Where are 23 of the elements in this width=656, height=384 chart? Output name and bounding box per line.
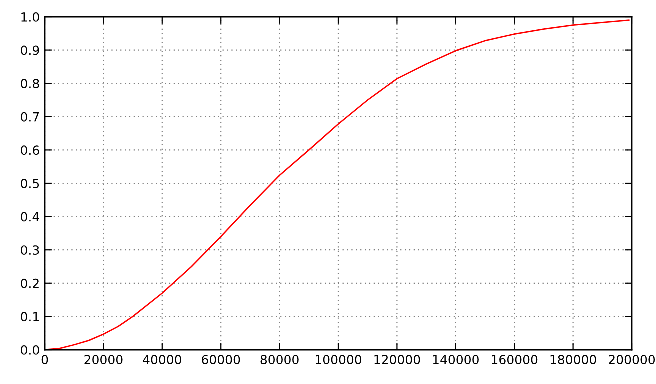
y-tick-label: 0.3 <box>21 246 40 256</box>
x-tick-label: 120000 <box>374 355 420 365</box>
y-tick-label: 0.9 <box>21 46 40 56</box>
y-tick-label: 0.7 <box>21 112 40 122</box>
x-tick-label: 60000 <box>202 355 240 365</box>
x-tick-label: 160000 <box>492 355 538 365</box>
x-tick-label: 200000 <box>609 355 656 365</box>
x-tick-label: 140000 <box>433 355 479 365</box>
y-tick-label: 0.0 <box>21 345 40 355</box>
y-tick-label: 0.2 <box>21 278 39 288</box>
x-tick-label: 20000 <box>84 355 123 365</box>
x-tick-label: 40000 <box>143 355 182 365</box>
line-series <box>45 20 630 350</box>
y-tick-label: 0.6 <box>21 146 40 156</box>
y-tick-label: 0.1 <box>21 312 39 322</box>
x-tick-label: 80000 <box>260 355 299 365</box>
y-tick-label: 0.8 <box>21 79 40 89</box>
x-tick-label: 180000 <box>550 355 596 365</box>
y-tick-label: 0.4 <box>21 212 40 222</box>
x-tick-label: 0 <box>42 355 48 365</box>
y-tick-label: 1.0 <box>22 12 40 22</box>
y-tick-label: 0.5 <box>21 178 40 188</box>
x-tick-label: 100000 <box>316 355 362 365</box>
